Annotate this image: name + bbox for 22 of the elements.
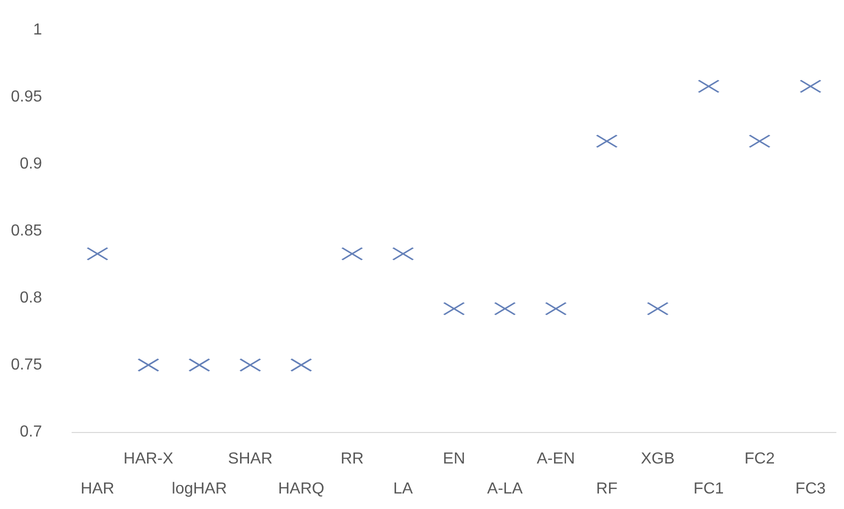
x-tick-label: HARQ xyxy=(278,480,324,498)
x-tick-label: SHAR xyxy=(228,450,272,468)
y-tick-label: 0.85 xyxy=(10,222,42,240)
x-tick-label: HAR xyxy=(80,480,114,498)
x-tick-label: RR xyxy=(340,450,364,468)
x-tick-label: LA xyxy=(393,480,414,498)
x-tick-label: FC2 xyxy=(744,450,775,468)
x-tick-label: A-EN xyxy=(536,450,575,468)
y-tick-label: 0.75 xyxy=(10,356,42,374)
x-tick-label: FC1 xyxy=(694,480,724,498)
y-tick-label: 0.9 xyxy=(20,156,42,172)
x-tick-label: FC3 xyxy=(795,480,826,498)
x-tick-label: RF xyxy=(596,480,618,498)
y-tick-label: 0.8 xyxy=(20,290,42,306)
x-tick-label: XGB xyxy=(640,450,675,468)
x-tick-label: EN xyxy=(442,450,466,468)
x-tick-label: logHAR xyxy=(172,480,227,498)
y-tick-label: 0.95 xyxy=(10,88,42,106)
x-tick-label: HAR-X xyxy=(124,450,174,468)
y-tick-label: 1 xyxy=(33,22,42,38)
x-tick-label: A-LA xyxy=(487,480,524,498)
y-tick-label: 0.7 xyxy=(20,424,42,440)
